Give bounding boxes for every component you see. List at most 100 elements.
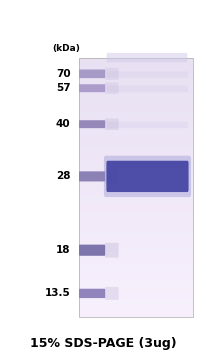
Bar	[78, 242, 192, 244]
Bar	[78, 89, 192, 91]
Bar	[78, 135, 192, 138]
Bar	[78, 156, 192, 159]
FancyBboxPatch shape	[104, 82, 118, 94]
Bar	[78, 174, 192, 177]
Bar	[78, 200, 192, 203]
Text: 13.5: 13.5	[44, 288, 70, 298]
Bar	[78, 226, 192, 229]
Bar	[78, 187, 192, 190]
Text: 15% SDS-PAGE (3ug): 15% SDS-PAGE (3ug)	[30, 337, 176, 350]
Bar	[78, 143, 192, 146]
Bar	[78, 99, 192, 102]
Bar	[78, 280, 192, 283]
Bar	[78, 58, 192, 60]
Bar	[78, 96, 192, 99]
Text: (kDa): (kDa)	[52, 44, 80, 53]
Bar	[78, 291, 192, 293]
Bar	[78, 177, 192, 179]
Bar	[78, 182, 192, 185]
Bar	[78, 159, 192, 161]
Text: 57: 57	[55, 83, 70, 93]
Bar	[78, 213, 192, 216]
Bar	[78, 120, 192, 122]
FancyBboxPatch shape	[104, 170, 118, 183]
Bar	[78, 304, 192, 306]
FancyBboxPatch shape	[79, 245, 105, 256]
Bar	[78, 224, 192, 226]
Bar	[78, 68, 192, 71]
Bar	[78, 283, 192, 286]
Bar	[78, 278, 192, 280]
Bar	[78, 133, 192, 135]
Bar	[78, 146, 192, 148]
Bar	[78, 58, 192, 317]
Bar	[78, 260, 192, 262]
Text: 70: 70	[55, 69, 70, 79]
Bar	[78, 117, 192, 120]
Bar	[78, 73, 192, 76]
Bar	[78, 94, 192, 96]
Bar	[78, 229, 192, 231]
Bar	[78, 211, 192, 213]
Bar	[78, 114, 192, 117]
Bar	[78, 257, 192, 260]
Bar	[78, 63, 192, 66]
Bar	[78, 91, 192, 94]
Bar	[78, 221, 192, 224]
Bar	[78, 237, 192, 239]
Bar	[78, 109, 192, 112]
Bar	[78, 125, 192, 127]
Bar	[78, 104, 192, 107]
Bar	[78, 112, 192, 114]
Bar	[78, 172, 192, 174]
FancyBboxPatch shape	[104, 118, 118, 130]
Bar	[78, 148, 192, 151]
Bar	[78, 275, 192, 278]
FancyBboxPatch shape	[103, 156, 190, 197]
Bar	[78, 195, 192, 198]
Bar	[78, 185, 192, 187]
FancyBboxPatch shape	[106, 161, 188, 192]
FancyBboxPatch shape	[79, 84, 105, 92]
Bar	[78, 86, 192, 89]
Bar	[78, 288, 192, 291]
Bar	[78, 151, 192, 153]
Bar	[78, 296, 192, 299]
FancyBboxPatch shape	[107, 122, 187, 128]
Bar	[78, 208, 192, 211]
Bar	[78, 244, 192, 247]
Bar	[78, 84, 192, 86]
FancyBboxPatch shape	[106, 53, 186, 62]
Bar	[78, 102, 192, 104]
Bar	[78, 76, 192, 78]
Bar	[78, 138, 192, 140]
Bar	[78, 306, 192, 309]
Bar	[78, 190, 192, 192]
FancyBboxPatch shape	[107, 86, 187, 92]
Bar	[78, 161, 192, 164]
Bar	[78, 127, 192, 130]
Bar	[78, 267, 192, 270]
Bar	[78, 60, 192, 63]
Bar	[78, 164, 192, 166]
FancyBboxPatch shape	[107, 71, 187, 78]
Bar	[78, 299, 192, 301]
Bar	[78, 239, 192, 242]
Bar	[78, 216, 192, 218]
Bar	[78, 231, 192, 234]
Bar	[78, 270, 192, 273]
FancyBboxPatch shape	[104, 287, 118, 300]
Bar	[78, 203, 192, 205]
Text: 18: 18	[56, 245, 70, 255]
Text: 28: 28	[56, 171, 70, 181]
Text: 40: 40	[55, 119, 70, 129]
Bar	[78, 293, 192, 296]
Bar	[78, 249, 192, 252]
Bar	[78, 140, 192, 143]
Bar	[78, 262, 192, 265]
FancyBboxPatch shape	[79, 69, 105, 78]
Bar	[78, 78, 192, 81]
Bar	[78, 314, 192, 317]
Bar	[78, 153, 192, 156]
Bar	[78, 265, 192, 267]
